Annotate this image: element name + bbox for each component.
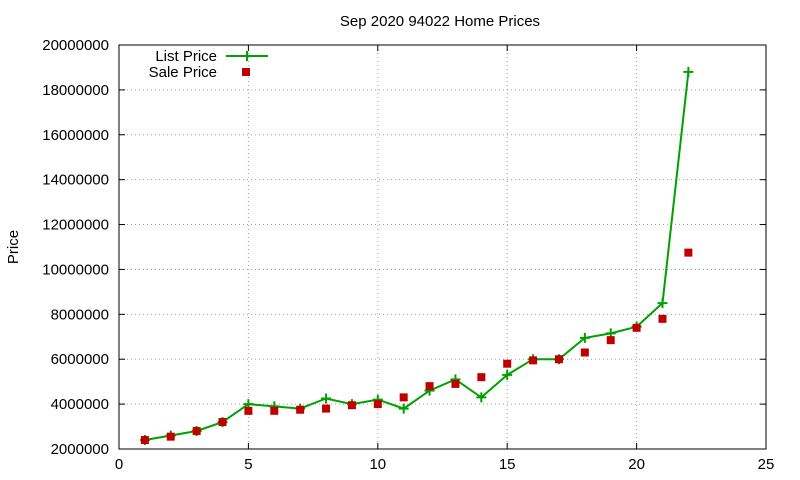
sale-price-point [399, 393, 408, 402]
sale-price-point [684, 248, 693, 257]
x-tick-label: 5 [244, 456, 252, 473]
y-tick-label: 14000000 [42, 172, 109, 189]
legend: List Price Sale Price [149, 48, 268, 81]
x-tick-label: 10 [369, 456, 386, 473]
y-axis-label: Price [5, 230, 22, 264]
y-tick-label: 10000000 [42, 261, 109, 278]
axis-ticks: 0 5 10 15 20 25 2000000 4000000 6000000 8000000 10… [42, 37, 774, 473]
sale-price-point [554, 355, 563, 364]
grid [119, 45, 766, 449]
chart-title: Sep 2020 94022 Home Prices [340, 13, 540, 30]
sale-price-point [477, 373, 486, 382]
list-price-line [144, 71, 690, 441]
sale-price-point [140, 436, 149, 445]
sale-price-point [529, 356, 538, 365]
plot-border [118, 44, 767, 450]
sale-price-point [218, 418, 227, 427]
legend-marker-list-price [242, 51, 252, 61]
y-tick-label: 16000000 [42, 127, 109, 144]
y-tick-label: 8000000 [51, 306, 109, 323]
list-price-point [657, 298, 668, 309]
sale-price-point [632, 323, 641, 332]
sale-price-point [606, 336, 615, 345]
sale-price-point [503, 359, 512, 368]
x-tick-label: 25 [758, 456, 775, 473]
x-tick-label: 0 [115, 456, 123, 473]
sale-price-point [192, 427, 201, 436]
sale-price-point [425, 382, 434, 391]
y-tick-label: 12000000 [42, 217, 109, 234]
y-tick-label: 18000000 [42, 82, 109, 99]
y-tick-label: 4000000 [51, 396, 109, 413]
legend-label-sale-price: Sale Price [149, 64, 217, 81]
list-price-point [579, 332, 590, 343]
sale-price-point [658, 314, 667, 323]
sale-price-point [296, 405, 305, 414]
sale-price-point [166, 432, 175, 441]
y-tick-label: 20000000 [42, 37, 109, 54]
list-price-point [502, 369, 513, 380]
series-layer [139, 66, 694, 446]
sale-price-point [244, 406, 253, 415]
legend-marker-sale-price [242, 68, 250, 76]
sale-price-point [322, 404, 331, 413]
list-price-point [321, 393, 332, 404]
sale-price-point [347, 401, 356, 410]
list-price-point [476, 392, 487, 403]
sale-price-point [373, 400, 382, 409]
sale-price-point [580, 348, 589, 357]
legend-label-list-price: List Price [155, 48, 217, 65]
list-price-point [683, 66, 694, 77]
x-tick-label: 20 [628, 456, 645, 473]
sale-price-point [451, 379, 460, 388]
sale-price-point [270, 406, 279, 415]
y-tick-label: 2000000 [51, 441, 109, 458]
list-price-point [398, 403, 409, 414]
x-tick-label: 15 [499, 456, 516, 473]
y-tick-label: 6000000 [51, 351, 109, 368]
